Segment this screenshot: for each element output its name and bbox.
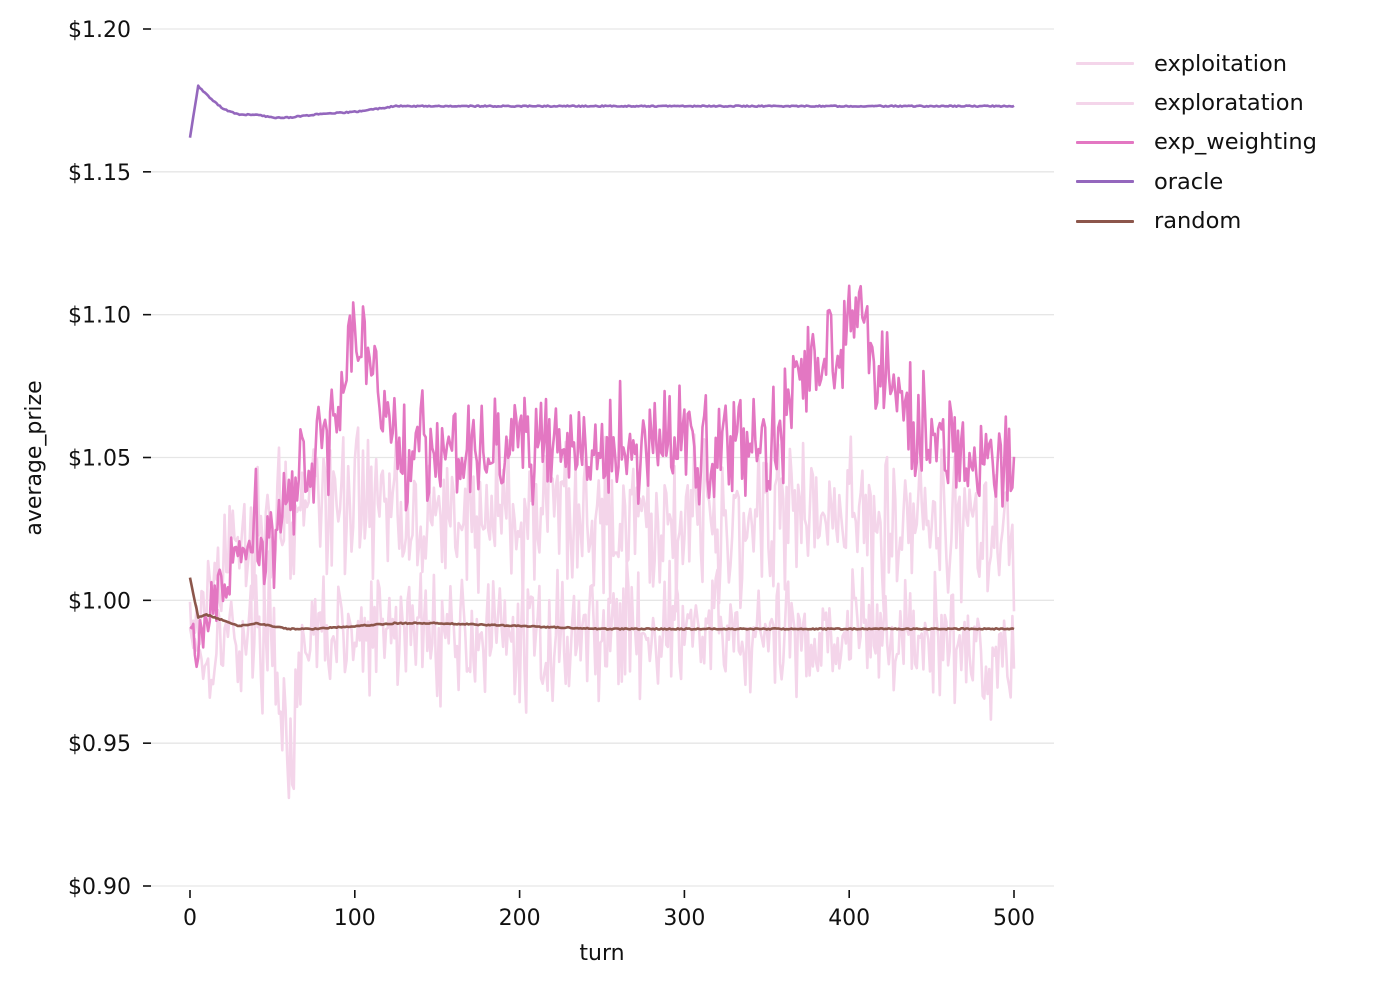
series-line-oracle: [188, 84, 1015, 138]
x-tick-label: 100: [334, 906, 376, 931]
y-axis: $0.90 $0.95 $1.00 $1.05 $1.10 $1.15 $1.20: [68, 18, 151, 900]
y-tick-label: $0.90: [68, 875, 131, 900]
series-line-exp-weighting: [189, 284, 1016, 669]
legend-swatch-random: [1076, 219, 1134, 223]
series-line-random: [188, 577, 1015, 631]
x-tick-label: 400: [828, 906, 870, 931]
legend-item-oracle[interactable]: oracle: [1076, 162, 1317, 201]
legend-swatch-exp-weighting: [1076, 140, 1134, 144]
x-tick-label: 200: [499, 906, 541, 931]
legend-label: oracle: [1154, 168, 1224, 195]
legend-label: exploitation: [1154, 50, 1288, 77]
legend-swatch-exploratation: [1076, 101, 1134, 105]
legend-label: exp_weighting: [1154, 129, 1317, 156]
legend-label: random: [1154, 208, 1242, 235]
x-axis: 0 100 200 300 400 500: [183, 890, 1035, 931]
x-tick-label: 300: [663, 906, 705, 931]
legend-item-exploitation[interactable]: exploitation: [1076, 44, 1317, 83]
y-tick-label: $1.15: [68, 161, 131, 186]
series-line-exploitation: [188, 426, 1016, 646]
x-tick-label: 500: [993, 906, 1035, 931]
y-tick-label: $0.95: [68, 732, 131, 757]
legend-swatch-exploitation: [1076, 62, 1134, 66]
legend-item-exploratation[interactable]: exploratation: [1076, 83, 1317, 122]
y-tick-label: $1.20: [68, 18, 131, 43]
legend-swatch-oracle: [1076, 180, 1134, 184]
x-tick-label: 0: [183, 906, 197, 931]
x-axis-label: turn: [579, 941, 624, 966]
legend: exploitation exploratation exp_weighting…: [1076, 44, 1317, 241]
legend-item-random[interactable]: random: [1076, 202, 1317, 241]
y-tick-label: $1.10: [68, 304, 131, 329]
legend-label: exploratation: [1154, 90, 1304, 117]
series-line-exploratation: [188, 550, 1016, 800]
y-axis-label: average_prize: [22, 380, 47, 535]
y-tick-label: $1.05: [68, 447, 131, 472]
legend-item-exp-weighting[interactable]: exp_weighting: [1076, 123, 1317, 162]
y-tick-label: $1.00: [68, 589, 131, 614]
series-lines: [188, 84, 1016, 800]
